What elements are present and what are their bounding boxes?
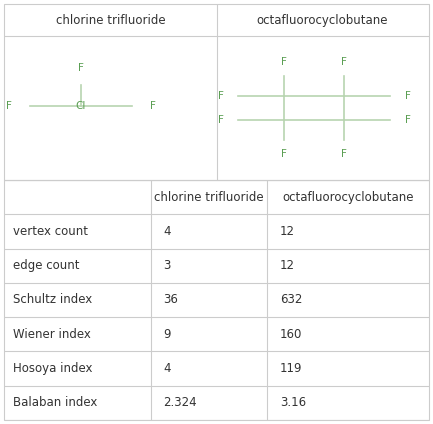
Text: 2.324: 2.324	[164, 396, 197, 409]
Text: Balaban index: Balaban index	[13, 396, 97, 409]
Text: 632: 632	[280, 293, 303, 307]
Text: chlorine trifluoride: chlorine trifluoride	[154, 191, 264, 204]
Text: Wiener index: Wiener index	[13, 328, 90, 341]
Text: F: F	[281, 149, 288, 159]
Text: 36: 36	[164, 293, 178, 307]
Text: 3.16: 3.16	[280, 396, 306, 409]
Text: F: F	[218, 91, 224, 101]
Text: 119: 119	[280, 362, 303, 375]
Text: F: F	[404, 91, 410, 101]
Text: octafluorocyclobutane: octafluorocyclobutane	[282, 191, 414, 204]
Text: F: F	[78, 63, 84, 73]
Text: 9: 9	[164, 328, 171, 341]
Text: Hosoya index: Hosoya index	[13, 362, 92, 375]
Text: F: F	[341, 149, 347, 159]
Text: Schultz index: Schultz index	[13, 293, 92, 307]
Text: octafluorocyclobutane: octafluorocyclobutane	[257, 14, 388, 27]
Text: edge count: edge count	[13, 259, 79, 272]
Text: F: F	[6, 101, 12, 111]
Text: F: F	[218, 115, 224, 126]
Text: 4: 4	[164, 362, 171, 375]
Text: 3: 3	[164, 259, 171, 272]
Text: Cl: Cl	[75, 101, 86, 111]
Text: 12: 12	[280, 225, 295, 238]
Text: 12: 12	[280, 259, 295, 272]
Text: F: F	[341, 57, 347, 67]
Text: 4: 4	[164, 225, 171, 238]
Text: chlorine trifluoride: chlorine trifluoride	[55, 14, 165, 27]
Text: F: F	[404, 115, 410, 126]
Text: F: F	[150, 101, 156, 111]
Text: 160: 160	[280, 328, 303, 341]
Text: F: F	[281, 57, 288, 67]
Text: vertex count: vertex count	[13, 225, 88, 238]
